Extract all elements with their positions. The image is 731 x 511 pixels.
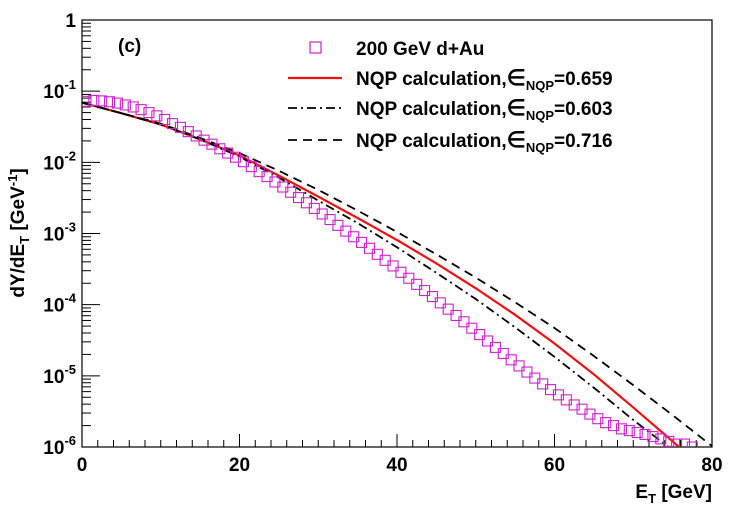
series-line-1 [82,101,681,447]
x-tick-label: 40 [386,455,407,476]
data-point [324,214,336,226]
data-point [127,101,139,113]
plot-area [82,94,712,447]
data-point [474,329,486,341]
data-point [395,266,407,278]
data-point [426,291,438,303]
x-tick-label: 0 [77,455,88,476]
legend-marker [309,41,322,54]
x-axis-label: ET [GeV] [635,482,712,506]
data-point [104,96,116,108]
data-point [623,425,635,437]
y-tick-label: 10-1 [43,77,76,103]
legend-label: NQP calculation,∈NQP=0.659 [356,65,613,93]
data-point [96,95,108,107]
data-point [458,316,470,328]
data-point [497,347,509,360]
data-point [442,303,454,315]
data-point [608,420,620,432]
data-point [655,433,667,445]
data-point [647,431,659,443]
data-point [529,372,541,384]
data-point [151,110,163,122]
data-point [143,107,155,119]
data-point [135,104,147,116]
x-tick-label: 80 [701,455,722,476]
series-line-3 [82,101,712,447]
data-point [182,126,194,138]
data-point [363,242,375,254]
data-point [419,284,431,297]
data-point [222,147,234,159]
data-point [167,118,179,130]
data-point [450,309,462,322]
data-point [434,297,446,309]
data-point [316,208,328,220]
legend-label: 200 GeV d+Au [356,39,484,60]
data-point [371,248,383,260]
data-point [356,236,368,248]
data-point [111,97,123,109]
data-point [592,413,604,425]
y-tick-label: 10-5 [43,362,76,388]
data-point [379,254,391,266]
x-tick-labels: 0 20 40 60 80 [77,455,723,476]
x-tick-label: 20 [229,455,250,476]
data-point [119,99,131,111]
data-point [340,225,352,237]
data-point [159,113,171,126]
data-point [678,438,690,447]
data-point [387,260,399,272]
data-point [639,428,651,441]
data-point [308,202,320,214]
y-tick-label: 10-4 [43,291,76,317]
data-point [631,426,643,439]
data-point [174,121,186,133]
data-point [505,354,517,366]
y-axis-label: dY/dET [GeV-1] [5,168,32,297]
y-tick-labels: 1 10-1 10-2 10-3 10-4 10-5 10-6 [43,11,76,459]
panel-label: (c) [118,36,141,57]
x-tick-label: 60 [544,455,565,476]
data-point [411,278,423,290]
legend-label: NQP calculation,∈NQP=0.716 [356,127,613,155]
y-tick-label: 10-6 [43,433,76,459]
data-point [88,94,100,107]
data-point [615,423,627,435]
data-point [489,341,501,353]
y-tick-label: 10-2 [43,148,76,174]
data-point [671,438,683,447]
data-point [82,95,92,107]
legend-label: NQP calculation,∈NQP=0.603 [356,95,613,123]
series-line-2 [82,101,670,447]
data-point [537,378,549,390]
data-point [600,417,612,429]
data-point [300,197,312,209]
data-point [403,272,415,284]
data-point [568,399,580,411]
data-point [198,134,210,146]
data-point [482,335,494,347]
data-point [521,366,533,378]
y-tick-label: 1 [65,11,76,32]
data-point [348,231,360,243]
y-tick-label: 10-3 [43,220,76,246]
data-point [466,322,478,334]
data-point [663,435,675,447]
data-point [686,441,698,447]
data-point [190,130,202,142]
data-point [332,219,344,231]
data-point [513,360,525,372]
data-point [214,143,226,155]
